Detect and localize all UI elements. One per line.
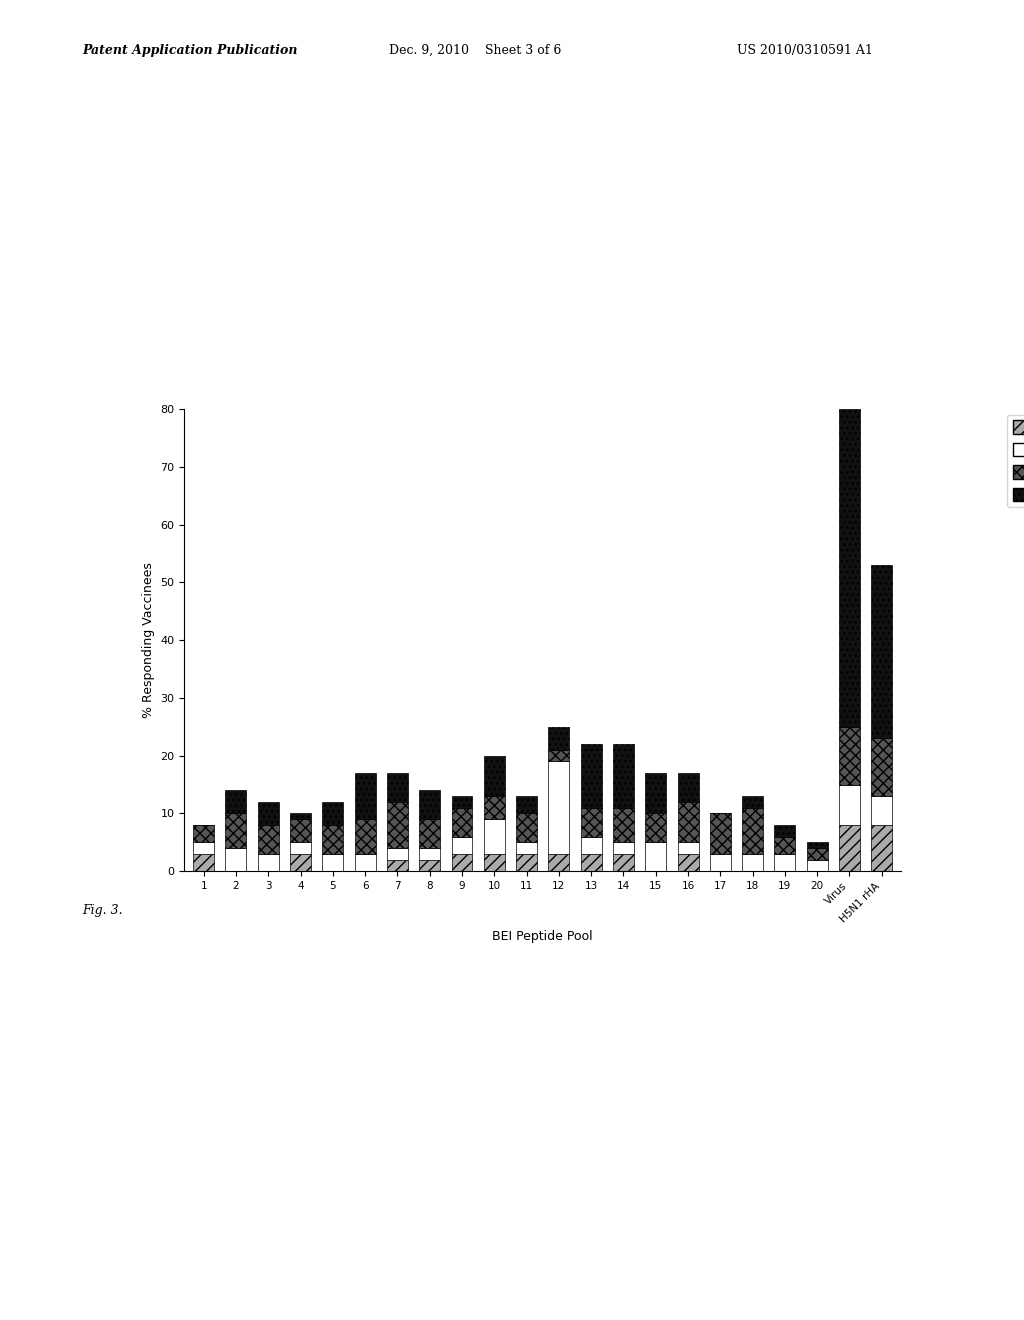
Bar bbox=[354, 854, 376, 871]
Bar bbox=[581, 744, 602, 808]
Bar bbox=[516, 813, 537, 842]
Bar bbox=[581, 837, 602, 854]
Bar bbox=[483, 854, 505, 871]
Bar bbox=[742, 854, 763, 871]
Bar bbox=[419, 820, 440, 847]
Bar bbox=[613, 808, 634, 842]
Bar bbox=[774, 837, 796, 854]
Bar bbox=[871, 825, 892, 871]
Bar bbox=[354, 820, 376, 854]
Text: Dec. 9, 2010    Sheet 3 of 6: Dec. 9, 2010 Sheet 3 of 6 bbox=[389, 44, 561, 57]
Bar bbox=[516, 842, 537, 854]
Bar bbox=[354, 774, 376, 820]
Bar bbox=[290, 820, 311, 842]
Bar bbox=[225, 813, 247, 847]
Bar bbox=[549, 750, 569, 762]
Text: Patent Application Publication: Patent Application Publication bbox=[82, 44, 297, 57]
Bar bbox=[871, 796, 892, 825]
Bar bbox=[323, 801, 343, 825]
Bar bbox=[258, 825, 279, 854]
Bar bbox=[516, 796, 537, 813]
Text: Fig. 3.: Fig. 3. bbox=[82, 904, 123, 917]
Bar bbox=[645, 813, 667, 842]
Bar bbox=[549, 854, 569, 871]
Bar bbox=[290, 842, 311, 854]
Bar bbox=[839, 409, 860, 727]
Bar bbox=[225, 847, 247, 871]
Bar bbox=[613, 854, 634, 871]
Bar bbox=[452, 796, 472, 808]
Bar bbox=[387, 859, 408, 871]
Bar bbox=[452, 854, 472, 871]
Bar bbox=[419, 847, 440, 859]
Bar bbox=[258, 801, 279, 825]
Legend: 3-5, 5-8, 8-10, >10: 3-5, 5-8, 8-10, >10 bbox=[1008, 414, 1024, 507]
Bar bbox=[807, 859, 827, 871]
Bar bbox=[549, 762, 569, 854]
Bar bbox=[871, 738, 892, 796]
Bar bbox=[225, 791, 247, 813]
Bar bbox=[452, 837, 472, 854]
Bar bbox=[581, 808, 602, 837]
Bar bbox=[323, 854, 343, 871]
Bar bbox=[613, 842, 634, 854]
Bar bbox=[387, 774, 408, 801]
Bar bbox=[323, 825, 343, 854]
Bar bbox=[613, 744, 634, 808]
Bar bbox=[419, 791, 440, 820]
Bar bbox=[290, 813, 311, 820]
Bar bbox=[807, 847, 827, 859]
Bar bbox=[645, 774, 667, 813]
Bar bbox=[742, 796, 763, 808]
Bar bbox=[387, 801, 408, 847]
Bar bbox=[839, 825, 860, 871]
Bar bbox=[194, 825, 214, 842]
Bar bbox=[419, 859, 440, 871]
Bar bbox=[710, 854, 731, 871]
Bar bbox=[194, 842, 214, 854]
Bar bbox=[581, 854, 602, 871]
Bar bbox=[774, 854, 796, 871]
Bar bbox=[839, 784, 860, 825]
Bar bbox=[742, 808, 763, 854]
Bar bbox=[290, 854, 311, 871]
Bar bbox=[678, 801, 698, 842]
X-axis label: BEI Peptide Pool: BEI Peptide Pool bbox=[493, 929, 593, 942]
Bar bbox=[678, 854, 698, 871]
Bar bbox=[871, 565, 892, 738]
Bar bbox=[549, 727, 569, 750]
Bar bbox=[710, 813, 731, 854]
Bar bbox=[516, 854, 537, 871]
Bar bbox=[839, 727, 860, 784]
Bar bbox=[483, 820, 505, 854]
Bar bbox=[645, 842, 667, 871]
Bar bbox=[483, 755, 505, 796]
Y-axis label: % Responding Vaccinees: % Responding Vaccinees bbox=[142, 562, 155, 718]
Bar bbox=[194, 854, 214, 871]
Text: US 2010/0310591 A1: US 2010/0310591 A1 bbox=[737, 44, 873, 57]
Bar bbox=[807, 842, 827, 847]
Bar bbox=[452, 808, 472, 837]
Bar bbox=[678, 842, 698, 854]
Bar bbox=[483, 796, 505, 820]
Bar bbox=[387, 847, 408, 859]
Bar bbox=[678, 774, 698, 801]
Bar bbox=[774, 825, 796, 837]
Bar bbox=[258, 854, 279, 871]
